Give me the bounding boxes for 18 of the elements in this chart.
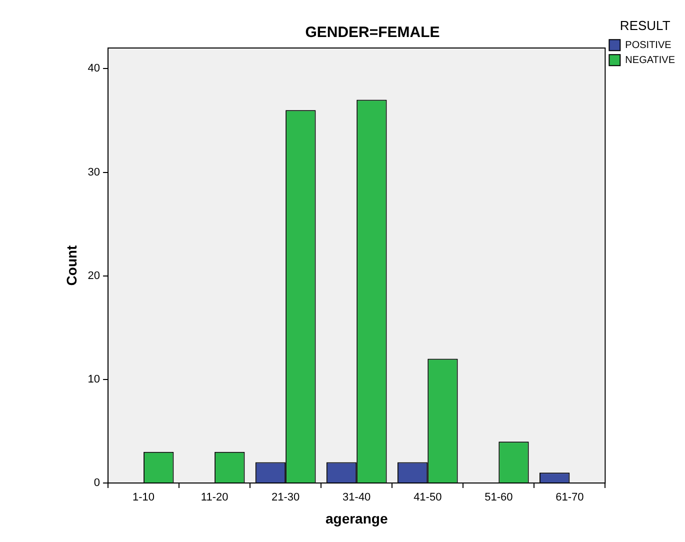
x-tick-label: 11-20 bbox=[200, 492, 228, 504]
x-tick-label: 31-40 bbox=[342, 492, 371, 504]
x-tick-label: 51-60 bbox=[484, 492, 513, 504]
y-tick-label: 0 bbox=[94, 477, 100, 490]
chart-title: GENDER=FEMALE bbox=[305, 24, 440, 42]
y-axis-title: Count bbox=[63, 244, 80, 286]
y-tick-label: 20 bbox=[88, 270, 100, 282]
y-tick-label: 10 bbox=[88, 373, 100, 386]
y-tick-label: 40 bbox=[88, 62, 100, 75]
x-tick-label: 1-10 bbox=[132, 492, 155, 504]
x-tick-label: 61-70 bbox=[556, 492, 584, 504]
x-tick-label: 21-30 bbox=[272, 492, 300, 504]
x-tick-label: 41-50 bbox=[414, 492, 442, 504]
legend-title: RESULT bbox=[620, 18, 670, 34]
x-axis-title: agerange bbox=[325, 510, 388, 526]
legend-label: POSITIVE bbox=[625, 40, 672, 51]
legend-label: NEGATIVE bbox=[625, 54, 676, 66]
y-tick-label: 30 bbox=[88, 166, 100, 178]
